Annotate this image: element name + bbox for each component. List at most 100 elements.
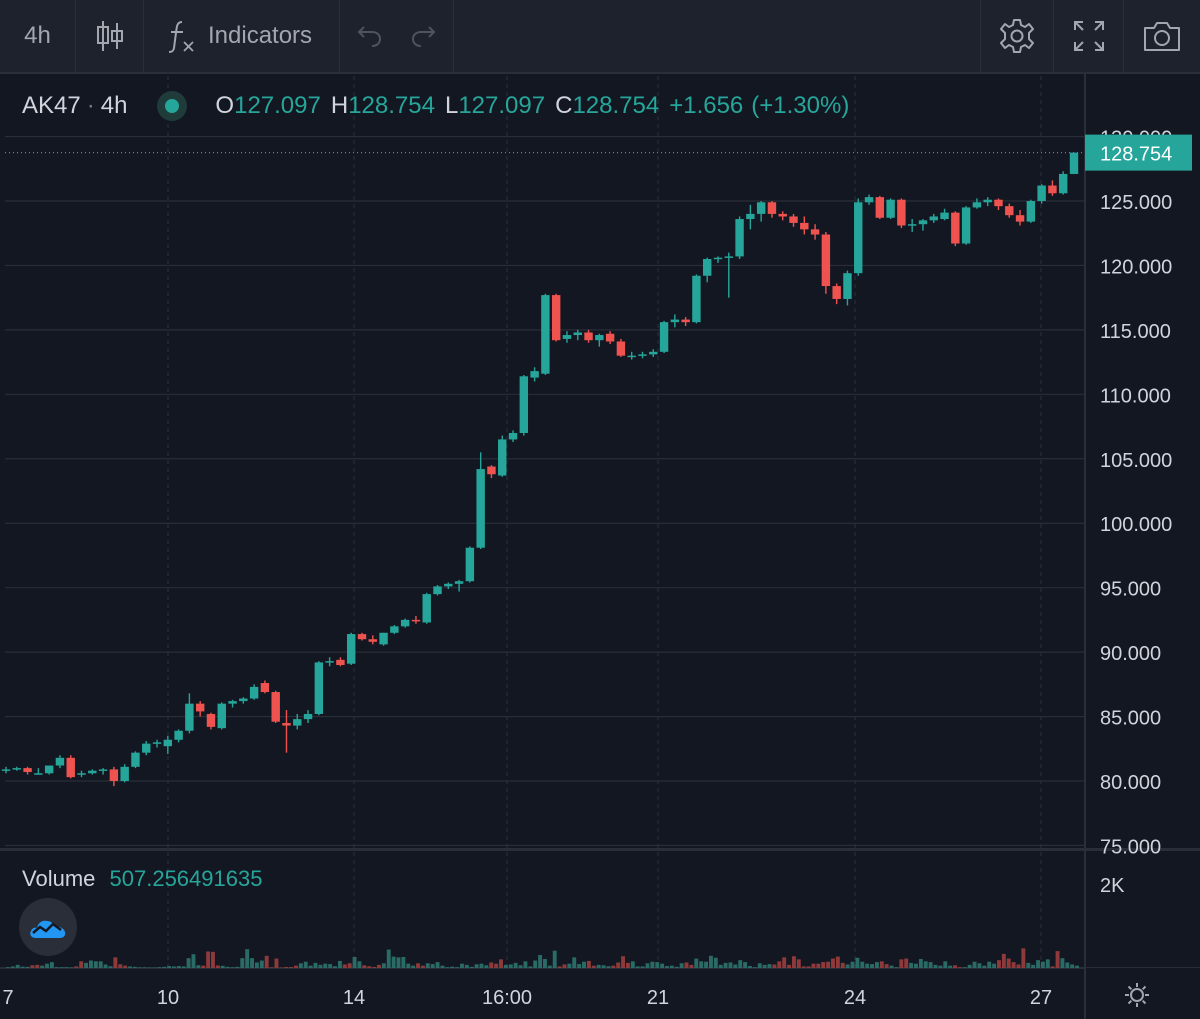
volume-bar [884, 964, 889, 968]
volume-bar [625, 962, 630, 968]
candle-body [756, 202, 766, 214]
candle-body [88, 770, 97, 774]
volume-bar [342, 964, 347, 968]
volume-bar [455, 967, 460, 968]
volume-bar [782, 957, 787, 968]
market-status-icon[interactable] [157, 91, 188, 121]
candle-body [444, 583, 453, 587]
fullscreen-button[interactable] [1054, 0, 1124, 72]
volume-bar [987, 961, 992, 968]
volume-bar [928, 962, 933, 968]
volume-bar [1060, 958, 1065, 968]
indicators-button[interactable]: Indicators [144, 0, 340, 72]
volume-bar [347, 963, 352, 968]
candle-body [659, 322, 669, 352]
volume-bar [215, 965, 220, 968]
volume-bar [845, 964, 850, 968]
screenshot-button[interactable] [1124, 0, 1200, 72]
price-legend: AK47 · 4h O 127.097 H 128.754 L 127.097 … [22, 88, 849, 124]
volume-bar [269, 967, 274, 968]
candle-body [951, 212, 960, 244]
symbol-name[interactable]: AK47 [22, 92, 81, 119]
candle-body [616, 341, 626, 356]
volume-bar [206, 951, 211, 968]
volume-bar [137, 967, 142, 968]
interval-label: 4h [24, 22, 51, 49]
settings-button[interactable] [980, 0, 1054, 72]
chart-area[interactable]: 130.000125.000120.000115.000110.000105.0… [0, 74, 1200, 1019]
volume-bar [367, 966, 372, 968]
volume-bar [45, 963, 49, 968]
volume-bar [1055, 951, 1060, 968]
undo-icon[interactable] [353, 24, 383, 48]
logo-icon[interactable] [19, 898, 77, 956]
candle-body [476, 469, 485, 548]
volume-bar [1050, 966, 1055, 968]
candle-body [347, 634, 356, 664]
volume-value: 507.256491635 [109, 866, 263, 891]
volume-bar [767, 964, 772, 968]
candle-body [1059, 173, 1068, 194]
volume-bar [835, 956, 840, 968]
y-tick-label: 100.000 [1100, 514, 1172, 536]
candle-body [23, 768, 32, 772]
candle-body [465, 547, 475, 582]
volume-bar [469, 966, 474, 968]
volume-bar [352, 957, 357, 968]
candle-body [940, 212, 949, 220]
volume-bar [372, 967, 377, 968]
candle-body [185, 703, 194, 731]
candle-body [854, 202, 863, 274]
volume-bar [176, 966, 181, 968]
legend-interval: 4h [100, 92, 128, 119]
candle-body [649, 351, 658, 355]
volume-bar [377, 964, 381, 968]
candle-body [670, 319, 680, 323]
y-tick-label: 75.000 [1100, 836, 1161, 858]
candle-body [530, 371, 539, 378]
volume-bar [186, 958, 191, 968]
high-value: 128.754 [348, 92, 435, 119]
volume-bar [997, 960, 1001, 968]
chart-type-button[interactable] [76, 0, 144, 72]
volume-bar [543, 958, 547, 968]
volume-bar [196, 965, 201, 968]
volume-bar [308, 965, 313, 968]
y-tick-label: 125.000 [1100, 192, 1172, 214]
volume-bar [870, 964, 874, 968]
volume-bar [128, 966, 132, 968]
volume-bar [718, 964, 723, 968]
last-price-tag [1085, 134, 1192, 171]
interval-button[interactable]: 4h [0, 0, 76, 72]
volume-bar [157, 967, 162, 968]
candle-body [562, 335, 572, 339]
candle-body [1015, 215, 1025, 222]
volume-bar [567, 963, 572, 968]
volume-bar [264, 955, 269, 968]
volume-bar [586, 960, 591, 968]
volume-bar [840, 962, 845, 968]
candle-body [368, 639, 377, 642]
camera-icon [1144, 22, 1180, 51]
volume-bar [250, 958, 254, 968]
candle-body [778, 213, 787, 217]
volume-bar [474, 964, 479, 968]
volume-bar [425, 963, 430, 968]
chart-background [0, 74, 1200, 1019]
candle-body [131, 752, 140, 767]
candle-body [1037, 185, 1046, 201]
candle-body [1, 769, 11, 771]
candle-body [454, 581, 464, 584]
redo-icon[interactable] [410, 24, 440, 48]
candle-body [810, 229, 820, 235]
volume-bar [665, 966, 669, 968]
x-tick-label: 16:00 [482, 987, 532, 1009]
volume-bar [738, 960, 743, 968]
candle-body [293, 719, 302, 726]
volume-bar [679, 963, 684, 968]
candle-body [573, 332, 582, 336]
candle-body [886, 199, 895, 218]
price-chart[interactable]: 130.000125.000120.000115.000110.000105.0… [0, 74, 1200, 1019]
candle-body [843, 273, 852, 299]
volume-bar [230, 967, 235, 968]
